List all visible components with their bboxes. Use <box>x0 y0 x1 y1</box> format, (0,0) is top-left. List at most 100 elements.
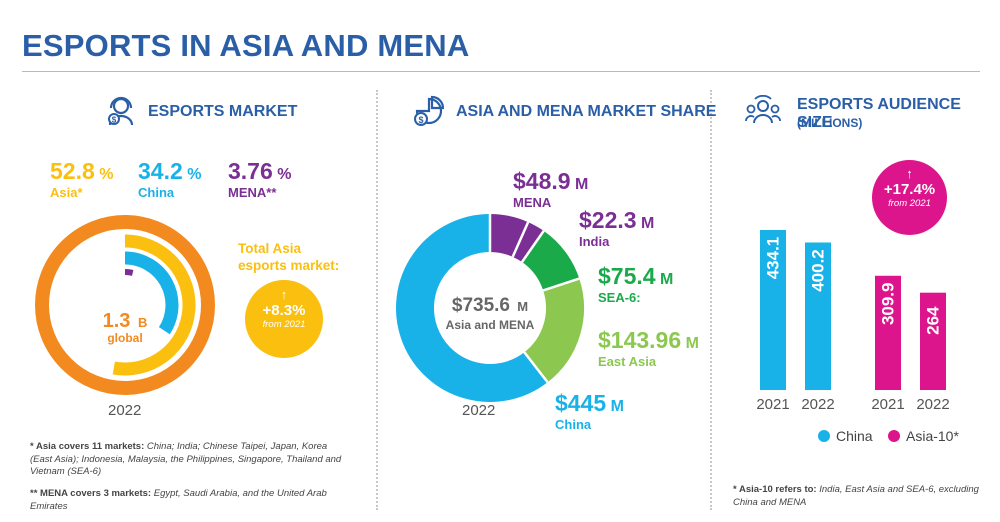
stat-china-value: 34.2 <box>138 158 183 184</box>
seg-india-value: $22.3 <box>579 207 637 233</box>
legend-china-swatch <box>818 430 830 442</box>
audience-growth-badge: ↑ +17.4% from 2021 <box>872 160 947 235</box>
stat-asia-value: 52.8 <box>50 158 95 184</box>
donut-separator <box>523 351 549 384</box>
stat-china: 34.2 % China <box>138 158 201 200</box>
legend-asia10-label: Asia-10* <box>906 428 959 444</box>
donut-center-label: Asia and MENA <box>446 318 535 332</box>
seg-label-eastasia: $143.96 M East Asia <box>598 327 699 369</box>
svg-text:1.3 B: 1.3 B <box>103 310 148 332</box>
seg-sea6-unit: M <box>660 271 674 288</box>
ring-mena <box>124 269 134 276</box>
seg-label-china: $445 M China <box>555 390 624 432</box>
year-label-asia10-2022: 2022 <box>916 396 949 413</box>
audience-bar-chart: 434.1 2021 400.2 2022 309.9 2021 264 2022 <box>756 230 950 413</box>
audience-growth-value: +17.4% <box>883 181 936 198</box>
center-label: global <box>107 331 142 345</box>
year-label-china-2022: 2022 <box>801 396 834 413</box>
bar-china-2022 <box>805 242 831 390</box>
bar-value-china-2021: 434.1 <box>764 237 783 280</box>
asia-growth-badge: ↑ +8.3% from 2021 <box>245 280 323 358</box>
panel2-heading: ASIA AND MENA MARKET SHARE <box>456 103 717 120</box>
seg-china-value: $445 <box>555 390 607 416</box>
market-radial-chart: 1.3 B global <box>35 215 215 395</box>
seg-eastasia-label: East Asia <box>598 354 657 369</box>
panel1-year: 2022 <box>108 402 142 419</box>
ring-global <box>35 215 215 395</box>
donut-slice-china <box>396 214 548 402</box>
growth-arrow-icon: ↑ <box>280 287 288 302</box>
footnote-asia10-text: India, East Asia and SEA-6, excluding Ch… <box>733 484 979 508</box>
seg-eastasia-value: $143.96 <box>598 327 682 353</box>
svg-text:$: $ <box>418 115 423 125</box>
seg-label-sea6: $75.4 M SEA-6: <box>598 263 673 305</box>
column-divider-2 <box>710 90 712 510</box>
seg-mena-unit: M <box>575 176 589 193</box>
donut-slice-india <box>512 222 544 263</box>
esports-player-icon: $ <box>108 96 134 126</box>
title-divider <box>22 71 980 72</box>
growth-sub: from 2021 <box>262 319 306 330</box>
donut-slice-sea6 <box>521 230 580 292</box>
seg-china-unit: M <box>610 398 624 415</box>
seg-india-unit: M <box>641 215 655 232</box>
donut-center-value: $735.6 <box>452 295 510 316</box>
ring-china <box>124 251 179 335</box>
seg-label-mena: $48.9 M MENA <box>513 168 588 210</box>
footnote-asia10-bold: * Asia-10 refers to: <box>733 484 817 495</box>
market-share-donut: $735.6 M Asia and MENA <box>396 214 584 402</box>
column-divider-1 <box>376 90 378 510</box>
panel2-year: 2022 <box>462 402 496 419</box>
bar-value-asia10-2021: 309.9 <box>879 283 898 326</box>
year-label-asia10-2021: 2021 <box>871 396 904 413</box>
stat-asia: 52.8 % Asia* <box>50 158 113 200</box>
svg-text:$: $ <box>112 116 117 125</box>
donut-center-unit: M <box>517 299 528 314</box>
footnote-asia-bold: * Asia covers 11 markets: <box>30 441 145 452</box>
seg-mena-value: $48.9 <box>513 168 571 194</box>
panel1-heading: ESPORTS MARKET <box>148 103 298 120</box>
bar-value-asia10-2022: 264 <box>924 306 943 335</box>
pie-chart-money-icon: $ <box>414 95 444 126</box>
seg-mena-label: MENA <box>513 195 552 210</box>
footnote-asia: * Asia covers 11 markets: China; India; … <box>30 441 350 479</box>
footnote-asia10: * Asia-10 refers to: India, East Asia an… <box>733 484 983 509</box>
page-title: ESPORTS IN ASIA AND MENA <box>22 28 470 63</box>
stat-asia-label: Asia* <box>50 185 83 200</box>
seg-sea6-value: $75.4 <box>598 263 656 289</box>
growth-value: +8.3% <box>262 302 306 319</box>
seg-india-label: India <box>579 234 610 249</box>
center-value: 1.3 <box>103 310 131 332</box>
center-unit: B <box>138 315 147 330</box>
legend-asia10-swatch <box>888 430 900 442</box>
total-asia-label: Total Asia esports market: <box>238 241 340 273</box>
audience-growth-sub: from 2021 <box>888 198 931 209</box>
panel3-subheading: (MILLIONS) <box>797 116 863 130</box>
bar-asia10-2022 <box>920 292 946 390</box>
footnote-asia-text: China; India; Chinese Taipei, Japan, Kor… <box>30 441 342 477</box>
donut-slice-mena <box>489 214 529 258</box>
seg-eastasia-unit: M <box>685 335 699 352</box>
bar-china-2021 <box>760 230 786 390</box>
stat-china-unit: % <box>187 166 202 183</box>
ring-asia <box>112 234 196 376</box>
stat-mena-label: MENA** <box>228 185 277 200</box>
stat-mena: 3.76 % MENA** <box>228 158 291 200</box>
footnote-mena-text: Egypt, Saudi Arabia, and the United Arab… <box>30 488 327 512</box>
footnote-mena: ** MENA covers 3 markets: Egypt, Saudi A… <box>30 488 350 513</box>
donut-separator <box>542 277 580 292</box>
bar-asia10-2021 <box>875 275 901 390</box>
seg-label-india: $22.3 M India <box>579 207 654 249</box>
svg-text:$735.6 M: $735.6 M <box>452 295 528 316</box>
donut-slice-eastasia <box>523 278 584 383</box>
stat-mena-value: 3.76 <box>228 158 273 184</box>
footnote-mena-bold: ** MENA covers 3 markets: <box>30 488 152 499</box>
year-label-china-2021: 2021 <box>756 396 789 413</box>
stat-china-label: China <box>138 185 175 200</box>
stat-mena-unit: % <box>277 166 292 183</box>
audience-growth-arrow-icon: ↑ <box>906 166 913 181</box>
bar-value-china-2022: 400.2 <box>809 249 828 292</box>
seg-sea6-label: SEA-6: <box>598 290 641 305</box>
seg-china-label: China <box>555 417 592 432</box>
legend-china-label: China <box>836 428 873 444</box>
